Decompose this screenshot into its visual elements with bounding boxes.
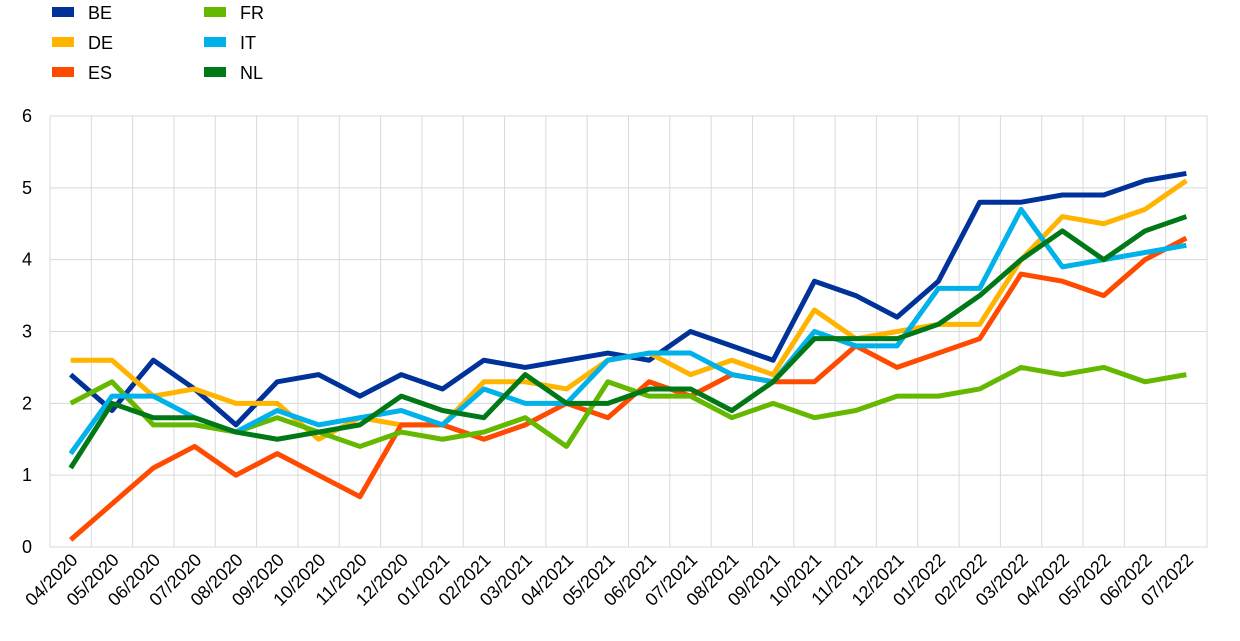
legend-swatch	[52, 7, 74, 17]
series-line	[68, 206, 1187, 456]
legend-label: FR	[240, 3, 264, 23]
legend-swatch	[52, 67, 74, 77]
legend-label: NL	[240, 63, 263, 83]
legend-swatch	[204, 37, 226, 47]
y-tick-label: 2	[22, 393, 32, 413]
y-tick-label: 3	[22, 322, 32, 342]
legend-label: IT	[240, 33, 256, 53]
y-tick-label: 0	[22, 537, 32, 557]
y-tick-label: 5	[22, 178, 32, 198]
legend-label: DE	[88, 33, 113, 53]
legend-swatch	[204, 7, 226, 17]
plot-border	[49, 115, 1208, 548]
legend-swatch	[204, 67, 226, 77]
legend-label: BE	[88, 3, 112, 23]
y-tick-label: 1	[22, 465, 32, 485]
y-tick-label: 6	[22, 106, 32, 126]
legend-swatch	[52, 37, 74, 47]
series-line	[69, 364, 1187, 449]
series-line	[69, 235, 1188, 542]
legend-label: ES	[88, 63, 112, 83]
series-line	[68, 214, 1188, 470]
y-tick-label: 4	[22, 250, 32, 270]
